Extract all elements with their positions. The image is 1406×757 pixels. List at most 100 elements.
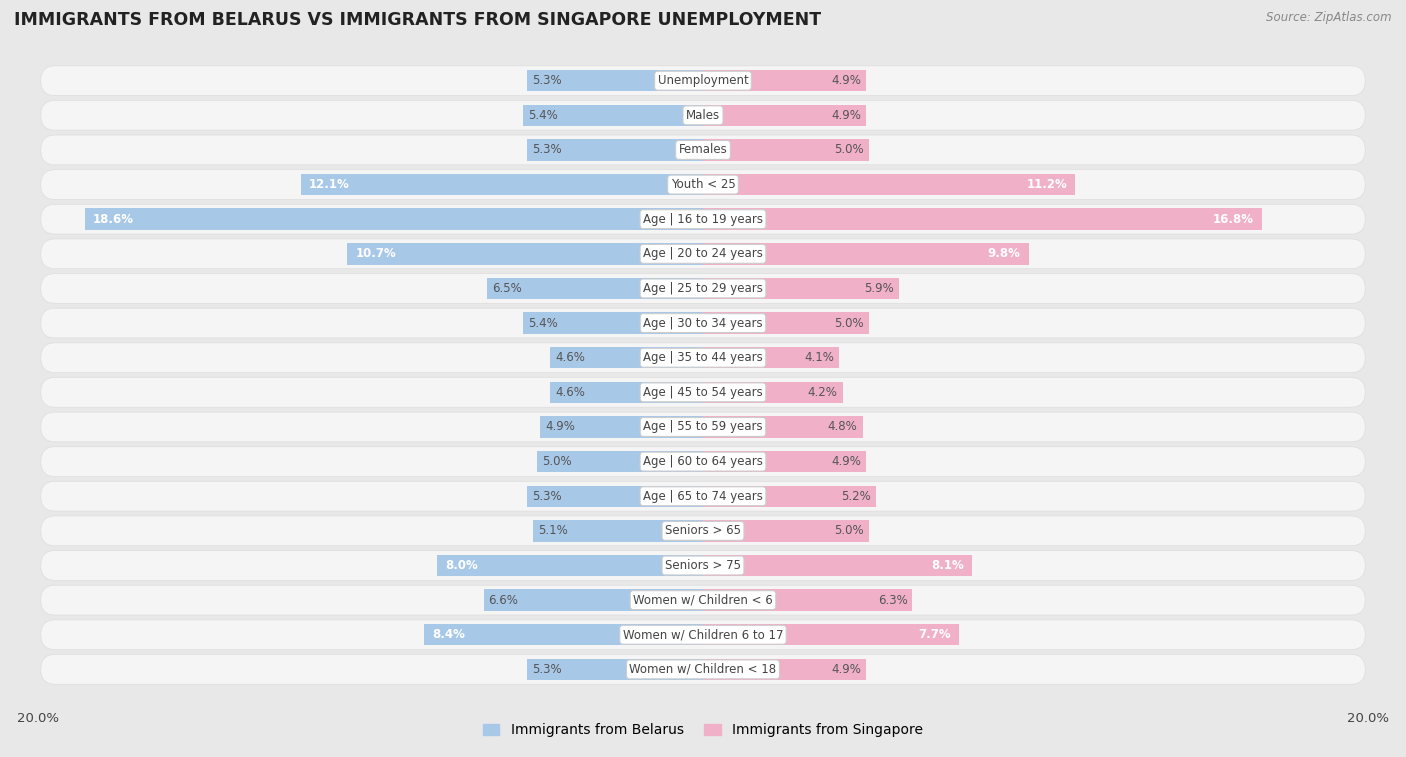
Text: Age | 45 to 54 years: Age | 45 to 54 years — [643, 386, 763, 399]
Text: 11.2%: 11.2% — [1026, 178, 1067, 191]
Text: Women w/ Children 6 to 17: Women w/ Children 6 to 17 — [623, 628, 783, 641]
FancyBboxPatch shape — [41, 239, 1365, 269]
Bar — [703, 485, 876, 507]
FancyBboxPatch shape — [41, 135, 1365, 165]
Text: 5.1%: 5.1% — [538, 525, 568, 537]
Text: 9.8%: 9.8% — [987, 248, 1021, 260]
Bar — [347, 243, 703, 265]
Text: Seniors > 65: Seniors > 65 — [665, 525, 741, 537]
FancyBboxPatch shape — [41, 481, 1365, 511]
Bar — [486, 278, 703, 299]
Bar — [703, 243, 1029, 265]
Bar — [437, 555, 703, 576]
Text: Males: Males — [686, 109, 720, 122]
Bar — [703, 104, 866, 126]
Text: 5.9%: 5.9% — [865, 282, 894, 295]
Bar — [550, 382, 703, 403]
Bar — [703, 624, 959, 646]
Text: Age | 30 to 34 years: Age | 30 to 34 years — [643, 316, 763, 329]
FancyBboxPatch shape — [41, 516, 1365, 546]
Bar — [84, 208, 703, 230]
Legend: Immigrants from Belarus, Immigrants from Singapore: Immigrants from Belarus, Immigrants from… — [477, 718, 929, 743]
Text: Age | 25 to 29 years: Age | 25 to 29 years — [643, 282, 763, 295]
Text: 5.3%: 5.3% — [531, 74, 561, 87]
Text: 5.2%: 5.2% — [841, 490, 870, 503]
Text: 4.9%: 4.9% — [546, 420, 575, 434]
Bar — [703, 139, 869, 160]
Text: 10.7%: 10.7% — [356, 248, 396, 260]
Text: Females: Females — [679, 143, 727, 157]
Text: 12.1%: 12.1% — [309, 178, 350, 191]
FancyBboxPatch shape — [41, 308, 1365, 338]
Text: 4.9%: 4.9% — [831, 663, 860, 676]
Text: 4.2%: 4.2% — [808, 386, 838, 399]
Text: 5.3%: 5.3% — [531, 490, 561, 503]
Text: Source: ZipAtlas.com: Source: ZipAtlas.com — [1267, 11, 1392, 24]
Text: Age | 35 to 44 years: Age | 35 to 44 years — [643, 351, 763, 364]
Text: 5.4%: 5.4% — [529, 109, 558, 122]
Bar — [703, 70, 866, 92]
Text: Women w/ Children < 6: Women w/ Children < 6 — [633, 593, 773, 606]
Text: Age | 20 to 24 years: Age | 20 to 24 years — [643, 248, 763, 260]
Text: 18.6%: 18.6% — [93, 213, 134, 226]
Bar — [484, 590, 703, 611]
Bar — [703, 313, 869, 334]
Text: Youth < 25: Youth < 25 — [671, 178, 735, 191]
FancyBboxPatch shape — [41, 101, 1365, 130]
Text: 7.7%: 7.7% — [918, 628, 950, 641]
Text: 4.9%: 4.9% — [831, 455, 860, 468]
Bar — [423, 624, 703, 646]
Text: Seniors > 75: Seniors > 75 — [665, 559, 741, 572]
Text: 4.9%: 4.9% — [831, 109, 860, 122]
Text: 6.6%: 6.6% — [488, 593, 519, 606]
FancyBboxPatch shape — [41, 66, 1365, 95]
Bar — [527, 485, 703, 507]
Bar — [550, 347, 703, 369]
Bar — [703, 520, 869, 541]
Text: 5.0%: 5.0% — [835, 143, 865, 157]
Text: 6.5%: 6.5% — [492, 282, 522, 295]
Text: 16.8%: 16.8% — [1212, 213, 1253, 226]
Text: Age | 16 to 19 years: Age | 16 to 19 years — [643, 213, 763, 226]
Bar — [703, 278, 900, 299]
Text: 6.3%: 6.3% — [877, 593, 907, 606]
Text: 4.8%: 4.8% — [828, 420, 858, 434]
Bar — [527, 139, 703, 160]
Bar — [703, 451, 866, 472]
Text: Women w/ Children < 18: Women w/ Children < 18 — [630, 663, 776, 676]
Text: 8.1%: 8.1% — [931, 559, 965, 572]
Bar — [703, 382, 842, 403]
Bar — [527, 659, 703, 680]
Text: 5.4%: 5.4% — [529, 316, 558, 329]
FancyBboxPatch shape — [41, 550, 1365, 581]
Bar — [523, 313, 703, 334]
Text: Age | 55 to 59 years: Age | 55 to 59 years — [643, 420, 763, 434]
FancyBboxPatch shape — [41, 585, 1365, 615]
Text: 5.0%: 5.0% — [835, 316, 865, 329]
FancyBboxPatch shape — [41, 655, 1365, 684]
Text: Age | 65 to 74 years: Age | 65 to 74 years — [643, 490, 763, 503]
Bar — [703, 174, 1076, 195]
Text: 8.0%: 8.0% — [446, 559, 478, 572]
Bar — [703, 590, 912, 611]
Text: 5.0%: 5.0% — [541, 455, 571, 468]
FancyBboxPatch shape — [41, 170, 1365, 200]
Bar — [533, 520, 703, 541]
FancyBboxPatch shape — [41, 204, 1365, 234]
FancyBboxPatch shape — [41, 273, 1365, 304]
FancyBboxPatch shape — [41, 447, 1365, 476]
Bar — [527, 70, 703, 92]
FancyBboxPatch shape — [41, 620, 1365, 650]
Text: Age | 60 to 64 years: Age | 60 to 64 years — [643, 455, 763, 468]
Bar — [301, 174, 703, 195]
Text: 5.3%: 5.3% — [531, 143, 561, 157]
Bar — [703, 416, 862, 438]
Bar — [537, 451, 703, 472]
Text: 4.6%: 4.6% — [555, 386, 585, 399]
Bar — [703, 555, 973, 576]
Bar — [703, 659, 866, 680]
Text: 5.0%: 5.0% — [835, 525, 865, 537]
Text: 8.4%: 8.4% — [432, 628, 465, 641]
Text: IMMIGRANTS FROM BELARUS VS IMMIGRANTS FROM SINGAPORE UNEMPLOYMENT: IMMIGRANTS FROM BELARUS VS IMMIGRANTS FR… — [14, 11, 821, 30]
FancyBboxPatch shape — [41, 412, 1365, 442]
